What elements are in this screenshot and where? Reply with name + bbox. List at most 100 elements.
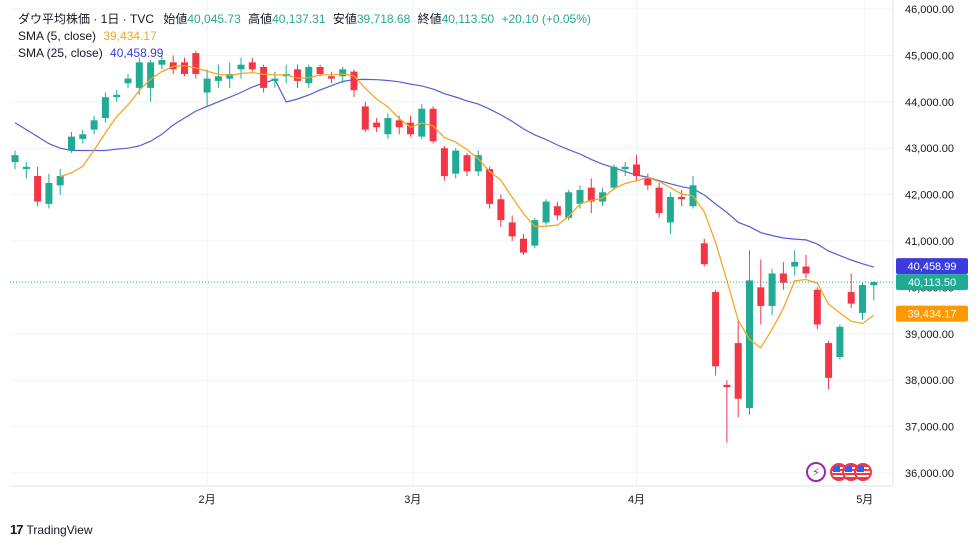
- candle-body: [248, 62, 256, 70]
- candle-body: [316, 67, 324, 74]
- tradingview-mark-icon: 17: [10, 522, 24, 537]
- low-value: 39,718.68: [356, 12, 411, 26]
- sma25-label: SMA (25, close): [18, 46, 103, 60]
- low-label: 安値: [332, 12, 357, 26]
- candle-body: [508, 222, 516, 237]
- candle-body: [22, 166, 30, 170]
- candle-body: [779, 273, 787, 283]
- sma25-price-badge: 40,458.99: [896, 258, 968, 275]
- candle-body: [599, 192, 607, 202]
- y-tick-label: 45,000.00: [905, 50, 954, 62]
- y-tick-label: 43,000.00: [905, 143, 954, 155]
- candle-body: [757, 287, 765, 306]
- candle-body: [486, 169, 494, 204]
- sma25-path: [14, 78, 874, 268]
- candle-body: [407, 122, 414, 135]
- us-flag-icon[interactable]: [854, 463, 872, 481]
- candle-body: [621, 166, 629, 170]
- candles: [11, 50, 878, 443]
- candle-body: [610, 166, 618, 188]
- candle-body: [520, 238, 527, 253]
- candle-body: [169, 62, 177, 70]
- candle-body: [633, 164, 640, 177]
- candle-body: [813, 289, 821, 325]
- sma5-price-badge: 39,434.17: [896, 305, 968, 322]
- sma5-value: 39,434.17: [103, 29, 157, 43]
- candle-body: [79, 134, 87, 139]
- candle-body: [305, 67, 313, 84]
- price-badge-label: 40,458.99: [908, 261, 957, 273]
- price-badge-bg: [896, 258, 968, 275]
- sma25-value: 40,458.99: [110, 46, 164, 60]
- candle-body: [497, 199, 505, 221]
- candle-body: [791, 261, 799, 267]
- candle-body: [158, 60, 166, 65]
- candle-body: [666, 196, 674, 223]
- candle-body: [768, 273, 776, 306]
- candle-body: [203, 78, 211, 93]
- y-tick-label: 46,000.00: [905, 4, 954, 16]
- candle-body: [463, 155, 471, 172]
- candle-body: [294, 69, 301, 81]
- candle-body: [124, 78, 132, 84]
- change-value: +20.10 (+0.05%): [501, 12, 591, 26]
- candle-body: [712, 292, 720, 367]
- candle-body: [226, 73, 234, 79]
- candle-body: [361, 106, 369, 130]
- candle-body: [847, 292, 855, 304]
- price-badge-label: 39,434.17: [908, 309, 957, 321]
- candle-body: [859, 285, 866, 313]
- ohlc-row: ダウ平均株価 · 1日 · TVC 始値40,045.73 高値40,137.3…: [18, 11, 595, 28]
- sma25-line: [14, 78, 874, 268]
- y-tick-label: 42,000.00: [905, 190, 954, 202]
- symbol-title: ダウ平均株価 · 1日 · TVC: [18, 12, 155, 26]
- x-tick-label: 5月: [856, 494, 873, 506]
- y-tick-label: 39,000.00: [905, 329, 954, 341]
- sma25-row[interactable]: SMA (25, close) 40,458.99: [18, 45, 595, 62]
- candle-body: [700, 243, 708, 265]
- axes: 36,000.00 37,000.00 38,000.00 39,000.00 40,0…: [10, 0, 968, 506]
- price-badge-bg: [896, 305, 968, 322]
- candle-body: [452, 150, 460, 174]
- price-badge-label: 40,113.50: [908, 277, 956, 289]
- candle-body: [113, 94, 121, 98]
- candle-body: [644, 178, 652, 186]
- sma5-row[interactable]: SMA (5, close) 39,434.17: [18, 28, 595, 45]
- x-tick-label: 3月: [404, 494, 421, 506]
- candle-body: [271, 78, 279, 81]
- candle-body: [395, 120, 403, 128]
- candle-body: [734, 343, 742, 399]
- chart-legend: ダウ平均株価 · 1日 · TVC 始値40,045.73 高値40,137.3…: [18, 11, 595, 62]
- candle-body: [825, 343, 833, 378]
- sma5-label: SMA (5, close): [18, 29, 97, 43]
- candle-body: [214, 76, 222, 81]
- x-tick-label: 4月: [628, 494, 645, 506]
- candle-body: [802, 266, 810, 274]
- high-label: 高値: [248, 12, 273, 26]
- y-tick-label: 44,000.00: [905, 97, 954, 109]
- x-tick-label: 2月: [199, 494, 216, 506]
- candle-body: [440, 148, 448, 177]
- candle-body: [576, 189, 584, 204]
- candle-body: [339, 69, 347, 77]
- candle-body: [192, 53, 200, 74]
- lightning-icon[interactable]: ⚡: [806, 462, 826, 482]
- candle-body: [68, 136, 75, 151]
- candle-body: [34, 176, 42, 202]
- price-badge-bg: [896, 274, 968, 291]
- candle-body: [260, 67, 268, 88]
- high-value: 40,137.31: [272, 12, 326, 26]
- candle-body: [870, 282, 878, 286]
- candle-body: [135, 62, 143, 88]
- candle-body: [56, 176, 64, 186]
- candle-body: [746, 280, 753, 409]
- event-badges[interactable]: ⚡: [806, 461, 872, 483]
- sma5-path: [59, 64, 875, 349]
- candle-body: [553, 206, 561, 216]
- close-label: 終値: [417, 12, 442, 26]
- candle-body: [655, 187, 663, 214]
- tradingview-logo[interactable]: 17 TradingView: [10, 522, 93, 537]
- candle-body: [373, 122, 381, 128]
- candle-body: [429, 108, 437, 142]
